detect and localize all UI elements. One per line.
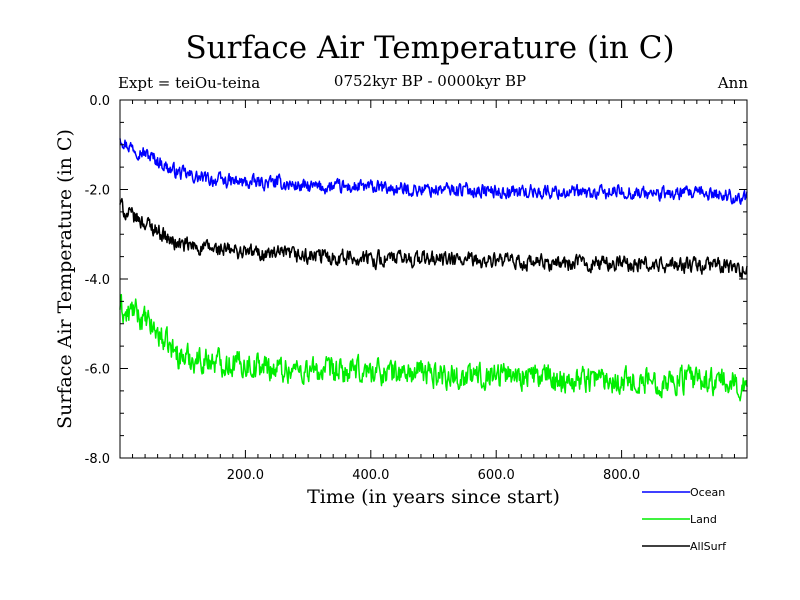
series-line-allsurf <box>119 197 748 280</box>
x-axis-title: Time (in years since start) <box>307 486 560 508</box>
legend-label-ocean: Ocean <box>690 486 725 499</box>
experiment-label: Expt = teiOu-teina <box>118 74 261 92</box>
period-label: Ann <box>717 74 748 92</box>
y-tick-label: -8.0 <box>85 452 110 467</box>
legend-label-allsurf: AllSurf <box>690 540 727 553</box>
plot-frame <box>119 99 748 459</box>
x-tick-label: 200.0 <box>227 468 264 483</box>
ticks-layer: 200.0 400.0 600.0 800.0 0.0 -2.0 -4.0 -6.0 -8.0 <box>85 94 747 483</box>
y-tick-label: -4.0 <box>85 273 110 288</box>
chart-title: Surface Air Temperature (in C) <box>185 30 675 66</box>
x-tick-label: 800.0 <box>603 468 640 483</box>
y-tick-label: -6.0 <box>85 363 110 378</box>
y-axis-title: Surface Air Temperature (in C) <box>54 129 76 429</box>
series-line-land <box>119 293 748 402</box>
y-tick-label: -2.0 <box>85 184 110 199</box>
x-tick-label: 400.0 <box>352 468 389 483</box>
legend-label-land: Land <box>690 513 717 526</box>
chart-subtitle: 0752kyr BP - 0000kyr BP <box>333 72 527 90</box>
x-tick-label: 600.0 <box>478 468 515 483</box>
series-layer <box>119 138 748 402</box>
y-tick-label: 0.0 <box>89 94 110 109</box>
legend: Ocean Land AllSurf <box>642 486 727 553</box>
series-line-ocean <box>119 138 748 205</box>
